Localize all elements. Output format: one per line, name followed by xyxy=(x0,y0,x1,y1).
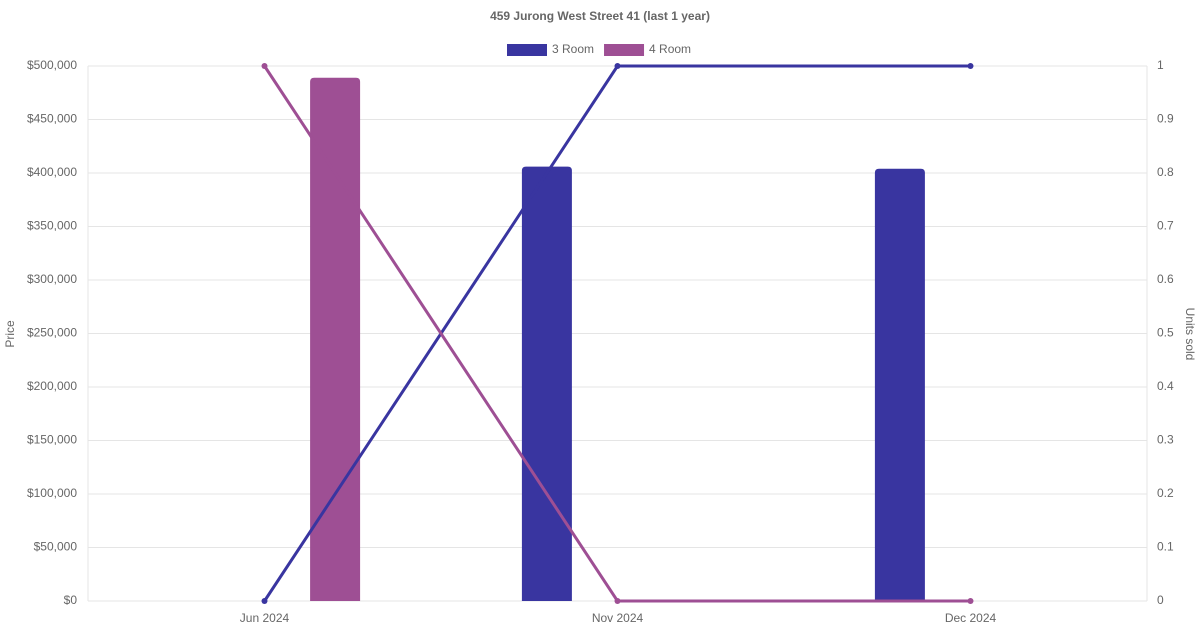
y2-tick-label: 0.2 xyxy=(1157,486,1174,500)
y-tick-label: $400,000 xyxy=(27,165,77,179)
units-point xyxy=(967,598,974,604)
chart-title: 459 Jurong West Street 41 (last 1 year) xyxy=(490,9,710,23)
bar xyxy=(310,77,361,601)
legend-label: 3 Room xyxy=(552,42,594,56)
units-point xyxy=(261,598,268,604)
y2-tick-label: 0 xyxy=(1157,593,1164,607)
y-tick-label: $500,000 xyxy=(27,58,77,72)
units-point xyxy=(614,63,621,69)
y-tick-label: $0 xyxy=(64,593,78,607)
y-tick-label: $250,000 xyxy=(27,326,77,340)
y-tick-label: $300,000 xyxy=(27,272,77,286)
y2-axis-title: Units sold xyxy=(1183,308,1197,361)
y2-tick-label: 0.9 xyxy=(1157,112,1174,126)
bar xyxy=(521,166,572,601)
y-axis-title: Price xyxy=(3,320,17,348)
units-point xyxy=(261,63,268,69)
legend-label: 4 Room xyxy=(649,42,691,56)
y2-tick-label: 0.8 xyxy=(1157,165,1174,179)
x-tick-label: Nov 2024 xyxy=(592,611,644,625)
y-tick-label: $50,000 xyxy=(34,540,78,554)
legend-swatch xyxy=(604,44,645,56)
y2-tick-label: 0.5 xyxy=(1157,326,1174,340)
y2-tick-label: 0.6 xyxy=(1157,272,1174,286)
units-point xyxy=(614,598,621,604)
bar xyxy=(874,168,925,601)
y2-tick-label: 0.3 xyxy=(1157,433,1174,447)
y-tick-label: $150,000 xyxy=(27,433,77,447)
y-tick-label: $200,000 xyxy=(27,379,77,393)
y2-tick-label: 0.7 xyxy=(1157,219,1174,233)
x-tick-label: Jun 2024 xyxy=(240,611,290,625)
x-tick-label: Dec 2024 xyxy=(945,611,997,625)
units-point xyxy=(967,63,974,69)
y-tick-label: $100,000 xyxy=(27,486,77,500)
y2-tick-label: 1 xyxy=(1157,58,1164,72)
y-tick-label: $350,000 xyxy=(27,219,77,233)
y-tick-label: $450,000 xyxy=(27,112,77,126)
y2-tick-label: 0.1 xyxy=(1157,540,1174,554)
legend-swatch xyxy=(507,44,547,56)
y2-tick-label: 0.4 xyxy=(1157,379,1174,393)
